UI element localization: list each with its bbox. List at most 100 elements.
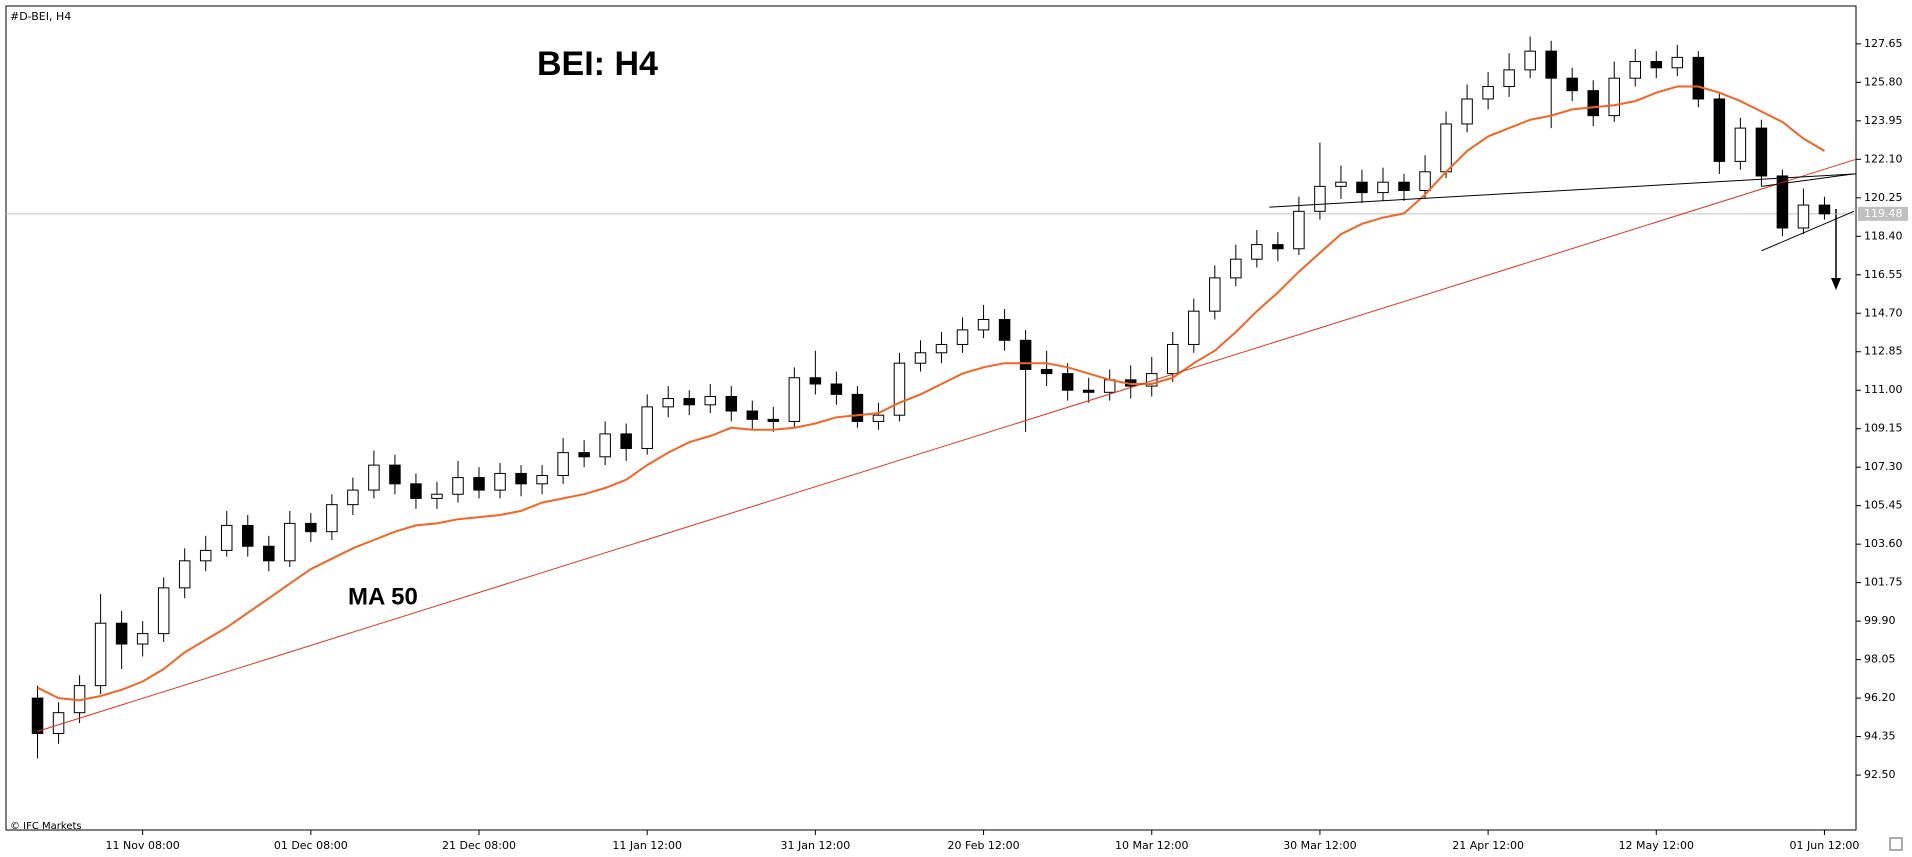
x-tick-label: 21 Apr 12:00: [1452, 839, 1524, 852]
candle-body: [851, 393, 864, 422]
candle-body: [872, 414, 885, 422]
candle-body: [1503, 69, 1515, 88]
arrow-head: [1831, 278, 1841, 290]
trend-line: [1761, 173, 1854, 187]
y-tick-label: 96.20: [1864, 691, 1896, 704]
candle-body: [1188, 310, 1200, 345]
candle-body: [620, 433, 632, 449]
candle-body: [1145, 373, 1158, 387]
candle-body: [199, 549, 212, 562]
candle-body: [998, 318, 1011, 341]
candle-body: [935, 343, 948, 354]
candle-body: [683, 398, 695, 406]
candle-body: [515, 472, 527, 485]
candle-body: [31, 697, 44, 734]
candle-body: [1377, 181, 1389, 194]
y-tick-label: 103.60: [1864, 537, 1903, 550]
candle-body: [1419, 171, 1431, 192]
candle-body: [494, 472, 506, 491]
candle-body: [788, 377, 801, 422]
y-tick-label: 92.50: [1864, 768, 1896, 781]
candle-body: [1398, 181, 1410, 192]
candle-body: [1587, 90, 1599, 117]
candle-body: [136, 633, 149, 645]
candle-body: [809, 377, 822, 385]
candle-body: [1608, 77, 1620, 117]
x-tick-label: 01 Dec 08:00: [274, 839, 348, 852]
candle-body: [1082, 389, 1095, 393]
candle-body: [263, 545, 275, 562]
candle-body: [977, 318, 990, 331]
candle-body: [1209, 277, 1221, 312]
candle-body: [1482, 86, 1494, 100]
x-tick-label: 31 Jan 12:00: [781, 839, 851, 852]
candle-body: [1524, 50, 1536, 71]
last-price-label: 119.48: [1864, 207, 1903, 220]
y-tick-label: 122.10: [1864, 152, 1903, 165]
y-tick-label: 125.80: [1864, 75, 1903, 88]
chart-title: BEI: H4: [537, 45, 658, 83]
candle-body: [452, 477, 464, 495]
y-tick-label: 118.40: [1864, 229, 1903, 242]
candle-body: [347, 489, 359, 506]
candle-body: [410, 483, 422, 499]
candle-body: [893, 362, 906, 416]
candle-body: [1293, 210, 1305, 250]
candle-body: [599, 433, 611, 458]
credit: © IFC Markets: [10, 821, 82, 832]
ma-line: [37, 85, 1826, 702]
candle-body: [1272, 244, 1284, 250]
candle-body: [305, 522, 317, 533]
x-tick-label: 30 Mar 12:00: [1283, 839, 1356, 852]
x-tick-label: 10 Mar 12:00: [1115, 839, 1188, 852]
chart-header: #D-BEI, H4: [10, 10, 71, 23]
candle-body: [115, 622, 128, 645]
candle-body: [1335, 181, 1347, 187]
y-tick-label: 107.30: [1864, 460, 1903, 473]
candles: [31, 36, 1831, 759]
scale-button[interactable]: [1889, 837, 1903, 851]
candle-body: [220, 524, 233, 551]
candle-body: [326, 504, 338, 533]
y-tick-label: 111.00: [1864, 383, 1903, 396]
candle-body: [662, 398, 674, 408]
candle-body: [1650, 61, 1663, 69]
candle-body: [178, 560, 191, 589]
candle-body: [1734, 127, 1747, 162]
candle-body: [1167, 343, 1179, 375]
candle-body: [1692, 56, 1705, 100]
y-tick-label: 123.95: [1864, 114, 1903, 127]
candle-body: [1671, 56, 1684, 69]
y-tick-label: 114.70: [1864, 306, 1903, 319]
candle-body: [1356, 181, 1368, 194]
y-tick-label: 127.65: [1864, 37, 1903, 50]
candle-body: [1776, 175, 1789, 229]
x-tick-label: 21 Dec 08:00: [442, 839, 516, 852]
forecast-arrow: [1831, 209, 1841, 290]
candle-body: [767, 418, 780, 422]
candle-body: [1629, 61, 1642, 79]
candle-body: [725, 395, 738, 412]
candle-body: [473, 477, 485, 491]
y-tick-label: 112.85: [1864, 345, 1903, 358]
y-tick-label: 120.25: [1864, 191, 1903, 204]
candle-body: [1251, 244, 1263, 260]
candle-body: [956, 329, 969, 345]
candle-body: [94, 622, 107, 687]
candle-body: [1040, 368, 1053, 375]
candle-body: [536, 475, 548, 485]
x-tick-label: 12 May 12:00: [1619, 839, 1694, 852]
candle-body: [557, 452, 569, 477]
candle-body: [1545, 50, 1557, 79]
candle-body: [704, 395, 717, 406]
candle-body: [578, 452, 590, 458]
candle-body: [1061, 373, 1074, 391]
y-tick-label: 94.35: [1864, 730, 1896, 743]
candle-body: [1103, 379, 1116, 393]
ma-annotation: MA 50: [348, 583, 418, 610]
candle-body: [157, 587, 170, 635]
candle-body: [1440, 123, 1452, 173]
candle-body: [1797, 204, 1810, 229]
trend-line: [1269, 173, 1857, 208]
